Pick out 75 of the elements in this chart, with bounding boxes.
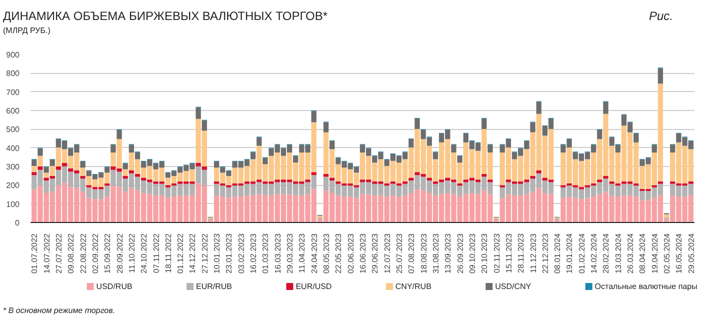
x-tick-label: 27.12.2022 (200, 232, 210, 274)
chart-title: ДИНАМИКА ОБЪЕМА БИРЖЕВЫХ ВАЛЮТНЫХ ТОРГОВ* (3, 8, 328, 25)
x-tick-label: 11.10.2022 (127, 232, 136, 273)
x-tick-label: 16.02.2023 (249, 232, 258, 274)
x-tick-label: 08.05.2023 (322, 232, 332, 274)
y-tick-label: 700 (6, 88, 20, 97)
x-tick-label: 12.07.2023 (382, 232, 392, 274)
x-tick-label: 29.03.2023 (286, 232, 295, 274)
x-tick-label: 03.02.2023 (236, 232, 246, 274)
y-tick-label: 200 (6, 181, 20, 190)
y-tick-label: 0 (15, 218, 20, 228)
x-tick-label: 29.05.2024 (686, 232, 696, 274)
text: * В основном режиме торгов. (3, 305, 116, 316)
x-tick-label: 24.04.2023 (310, 232, 319, 274)
y-tick-label: 400 (6, 144, 20, 153)
x-tick-label: 22.12.2023 (540, 232, 550, 274)
x-tick-label: 02.06.2023 (346, 232, 356, 274)
y-tick-label: 800 (6, 69, 20, 78)
x-tick-label: 01.12.2022 (176, 232, 186, 274)
x-tick-label: 19.04.2024 (650, 232, 660, 274)
x-tick-label: 02.09.2022 (90, 232, 100, 274)
x-tick-label: 16.03.2023 (273, 232, 282, 274)
x-tick-label: 15.11.2023 (504, 232, 514, 273)
x-tick-label: 23.01.2023 (224, 232, 234, 274)
x-tick-label: 11.04.2023 (298, 232, 307, 273)
x-tick-label: 14.02.2024 (590, 232, 599, 274)
x-tick-label: 20.10.2023 (480, 232, 490, 274)
chart-subtitle: (МЛРД РУБ.) (3, 25, 52, 37)
x-tick-label: 29.06.2023 (370, 232, 380, 274)
text: Рис. (648, 8, 673, 25)
y-tick-label: 900 (6, 50, 20, 60)
x-tick-label: 19.01.2024 (565, 232, 574, 274)
x-tick-label: 26.09.2023 (456, 232, 465, 274)
x-tick-label: 07.11.2022 (152, 232, 161, 273)
legend-label: CNY/RUB (395, 282, 432, 291)
x-tick-label: 14.12.2022 (188, 232, 198, 274)
x-tick-label: 08.01.2024 (553, 232, 562, 274)
x-tick-label: 24.10.2022 (140, 232, 149, 274)
x-tick-label: 28.02.2024 (602, 232, 611, 274)
legend-label: EUR/USD (296, 282, 332, 291)
x-tick-label: 13.03.2024 (614, 232, 623, 274)
x-tick-label: 28.09.2022 (115, 232, 124, 274)
x-tick-label: 13.09.2023 (444, 232, 453, 274)
x-tick-label: 26.03.2024 (626, 232, 636, 274)
x-tick-label: 02.11.2023 (492, 232, 502, 273)
x-tick-label: 22.08.2022 (78, 232, 88, 274)
y-tick-label: 600 (6, 106, 20, 116)
x-tick-label: 15.09.2022 (103, 232, 112, 274)
x-tick-label: 25.07.2023 (394, 232, 404, 274)
x-tick-label: 28.11.2023 (516, 232, 526, 273)
x-tick-label: 10.01.2023 (212, 232, 222, 274)
x-tick-label: 16.05.2024 (674, 232, 684, 274)
x-tick-label: 14.07.2022 (42, 232, 52, 274)
y-tick-label: 500 (6, 125, 20, 134)
y-tick-label: 300 (6, 162, 20, 172)
x-tick-label: 22.05.2023 (334, 232, 344, 274)
x-tick-label: 01.02.2024 (577, 232, 586, 274)
x-tick-label: 09.08.2022 (66, 232, 76, 274)
x-tick-label: 18.08.2023 (419, 232, 428, 274)
x-tick-label: 31.08.2023 (431, 232, 440, 274)
x-tick-label: 07.08.2023 (407, 232, 416, 274)
x-tick-label: 01.03.2023 (261, 232, 270, 274)
legend-label: USD/CNY (495, 282, 532, 291)
x-tick-label: 11.12.2023 (528, 232, 538, 273)
x-tick-label: 01.07.2022 (30, 232, 40, 274)
x-tick-label: 09.10.2023 (468, 232, 477, 274)
legend-label: USD/RUB (96, 282, 132, 291)
x-tick-label: 18.11.2022 (164, 232, 173, 273)
x-tick-label: 27.07.2022 (54, 232, 64, 274)
y-tick-label: 100 (6, 200, 20, 209)
legend-label: Остальные валютные пары (594, 282, 698, 291)
x-tick-label: 16.06.2023 (358, 232, 368, 274)
x-tick-label: 08.04.2024 (638, 232, 648, 274)
x-tick-label: 02.05.2024 (662, 232, 672, 274)
legend-label: EUR/RUB (196, 282, 232, 291)
